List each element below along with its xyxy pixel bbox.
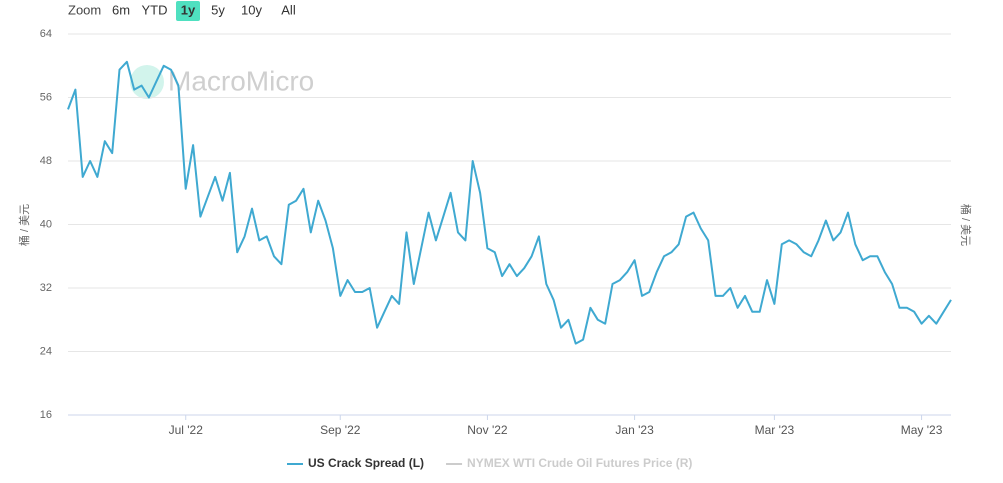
zoom-button[interactable]: 1y bbox=[181, 2, 196, 17]
legend-item[interactable]: NYMEX WTI Crude Oil Futures Price (R) bbox=[467, 456, 692, 470]
y-tick-label: 32 bbox=[40, 282, 52, 294]
x-tick-label: May '23 bbox=[901, 423, 943, 437]
zoom-button[interactable]: 6m bbox=[112, 2, 130, 17]
watermark: MacroMicro bbox=[168, 65, 314, 96]
x-tick-label: Jul '22 bbox=[169, 423, 204, 437]
zoom-button[interactable]: YTD bbox=[142, 2, 168, 17]
watermark-logo bbox=[130, 65, 164, 99]
y-tick-label: 56 bbox=[40, 91, 52, 103]
zoom-button[interactable]: All bbox=[281, 2, 296, 17]
line-series bbox=[67, 60, 952, 345]
y-tick-label: 24 bbox=[40, 345, 52, 357]
zoom-label: Zoom bbox=[68, 2, 101, 17]
y-tick-label: 64 bbox=[40, 28, 52, 40]
zoom-button[interactable]: 10y bbox=[241, 2, 262, 17]
y2-axis-title: 桶 / 美元 bbox=[959, 204, 973, 246]
y-axis-title: 桶 / 美元 bbox=[17, 204, 31, 246]
y-tick-label: 40 bbox=[40, 218, 52, 230]
zoom-button-bg[interactable] bbox=[176, 1, 200, 21]
legend-item[interactable]: US Crack Spread (L) bbox=[308, 456, 424, 470]
zoom-button[interactable]: 5y bbox=[211, 2, 225, 17]
x-tick-label: Jan '23 bbox=[615, 423, 654, 437]
x-tick-label: Mar '23 bbox=[755, 423, 795, 437]
y-tick-label: 16 bbox=[40, 409, 52, 421]
x-tick-label: Sep '22 bbox=[320, 423, 361, 437]
y-tick-label: 48 bbox=[40, 155, 52, 167]
x-tick-label: Nov '22 bbox=[467, 423, 508, 437]
